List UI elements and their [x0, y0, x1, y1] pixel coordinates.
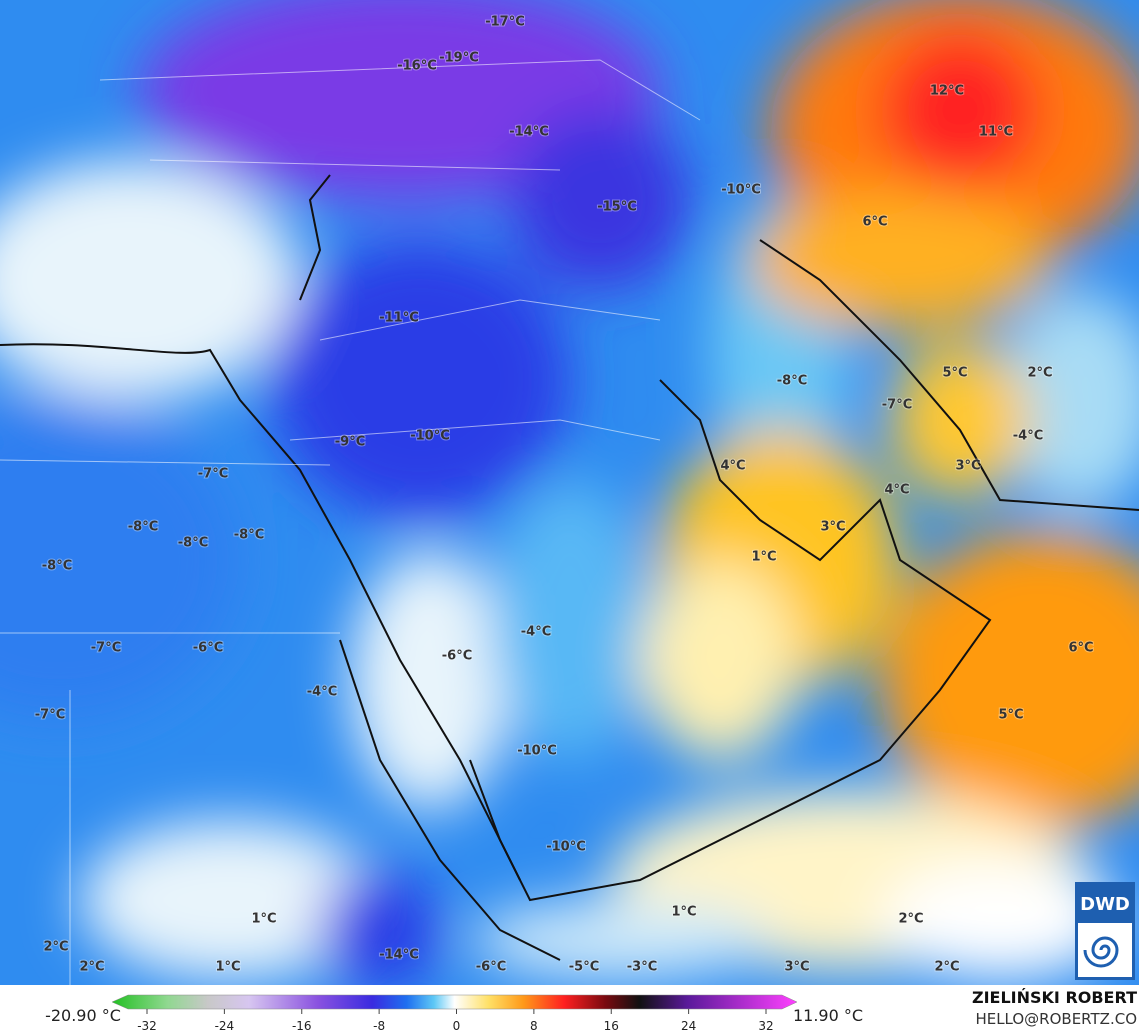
temperature-label: -4°C: [1013, 429, 1043, 444]
temperature-label: -9°C: [335, 435, 365, 450]
temperature-label: 2°C: [934, 960, 959, 975]
temperature-label: -14°C: [379, 948, 419, 963]
temperature-label: 2°C: [43, 940, 68, 955]
temperature-label: -8°C: [42, 559, 72, 574]
temperature-label: -10°C: [721, 183, 761, 198]
colorbar-tick-label: 0: [453, 1019, 461, 1033]
colorbar-gradient: [111, 994, 798, 1010]
temperature-label: -14°C: [509, 125, 549, 140]
temperature-label: 1°C: [671, 905, 696, 920]
temperature-label: -10°C: [410, 429, 450, 444]
temperature-label: 4°C: [884, 483, 909, 498]
temperature-label: 2°C: [79, 960, 104, 975]
temperature-label: -4°C: [521, 625, 551, 640]
temperature-label: 5°C: [942, 366, 967, 381]
temperature-label: 4°C: [720, 459, 745, 474]
colorbar-tick-label: 8: [530, 1019, 538, 1033]
temperature-label: 1°C: [215, 960, 240, 975]
temperature-label: -8°C: [234, 528, 264, 543]
colorbar-tick-label: -16: [292, 1019, 312, 1033]
colorbar-tick-label: 16: [604, 1019, 619, 1033]
temperature-label: 3°C: [820, 520, 845, 535]
temperature-label: 6°C: [862, 215, 887, 230]
colorbar-tick-label: 24: [681, 1019, 696, 1033]
temperature-label: 5°C: [998, 708, 1023, 723]
colorbar-tick-label: -24: [215, 1019, 235, 1033]
map-background: [0, 0, 1139, 990]
temperature-label: 1°C: [251, 912, 276, 927]
temperature-label: -16°C: [397, 59, 437, 74]
credit-contact: HELLO@ROBERTZ.CO: [975, 1010, 1137, 1028]
temperature-label: 2°C: [898, 912, 923, 927]
temperature-label: -6°C: [476, 960, 506, 975]
temperature-label: 12°C: [930, 84, 964, 99]
colorbar-tick-label: 32: [758, 1019, 773, 1033]
temperature-label: 2°C: [1027, 366, 1052, 381]
temperature-label: -10°C: [546, 840, 586, 855]
temperature-label: 3°C: [955, 459, 980, 474]
logo-text: DWD: [1080, 894, 1130, 915]
temperature-label: -7°C: [198, 467, 228, 482]
temperature-label: -5°C: [569, 960, 599, 975]
temperature-label: -4°C: [307, 685, 337, 700]
temperature-label: -8°C: [178, 536, 208, 551]
dwd-logo: DWD: [1075, 882, 1135, 980]
temperature-label: -3°C: [627, 960, 657, 975]
temperature-label: -17°C: [485, 15, 525, 30]
temperature-label: -6°C: [193, 641, 223, 656]
temperature-label: -11°C: [379, 311, 419, 326]
temperature-label: 6°C: [1068, 641, 1093, 656]
temperature-label: -8°C: [777, 374, 807, 389]
temperature-label: 3°C: [784, 960, 809, 975]
colorbar-tick-label: -32: [137, 1019, 157, 1033]
temperature-label: -15°C: [597, 200, 637, 215]
temperature-labels: -17°C -16°C-19°C -14°C 12°C 11°C -10°C -15°C 6°…: [34, 14, 1095, 976]
temperature-label: 11°C: [979, 125, 1013, 140]
temperature-label: -7°C: [91, 641, 121, 656]
credit-name: ZIELIŃSKI ROBERT: [972, 988, 1137, 1007]
temperature-label: -7°C: [882, 398, 912, 413]
colorbar-tick-label: -8: [373, 1019, 385, 1033]
temperature-label: 1°C: [751, 550, 776, 565]
temperature-label: -7°C: [35, 708, 65, 723]
colorbar: -20.90 °C 11.90 °C -32 -24 -16 -8 0 8 16 24 32: [0, 985, 1139, 1035]
temperature-label: -8°C: [128, 520, 158, 535]
temperature-label: -19°C: [439, 51, 479, 66]
max-label: 11.90 °C: [793, 1006, 863, 1025]
min-label: -20.90 °C: [45, 1006, 121, 1025]
temperature-label: -10°C: [517, 744, 557, 759]
temperature-label: -6°C: [442, 649, 472, 664]
